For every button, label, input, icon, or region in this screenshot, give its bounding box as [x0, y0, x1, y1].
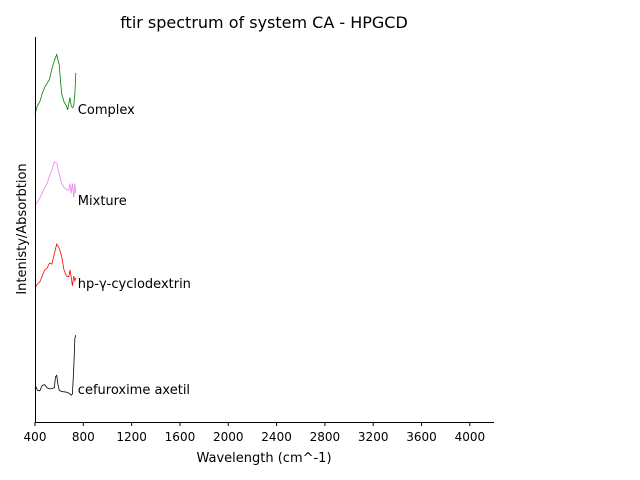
series-line-2	[34, 161, 77, 206]
x-axis-label: Wavelength (cm^-1)	[196, 451, 331, 466]
plot-area	[34, 53, 77, 396]
chart-title: ftir spectrum of system CA - HPGCD	[120, 13, 408, 32]
x-tick-label-9: 4000	[455, 430, 486, 444]
series-line-1	[34, 242, 77, 289]
x-tick-label-2: 1200	[116, 430, 147, 444]
x-tick-label-3: 1600	[165, 430, 196, 444]
series-label-1: hp-γ-cyclodextrin	[78, 277, 191, 292]
x-tick-label-7: 3200	[358, 430, 389, 444]
series-line-0	[34, 334, 77, 396]
x-tick-label-1: 800	[72, 430, 95, 444]
x-tick-label-0: 400	[24, 430, 47, 444]
series-label-3: Complex	[78, 103, 135, 118]
series-label-2: Mixture	[78, 194, 127, 209]
series-line-3	[34, 53, 77, 115]
series-label-0: cefuroxime axetil	[78, 383, 190, 398]
x-axis-ticks: 400 800 1200 1600 2000 2400 2800 3200 3600 4000	[24, 422, 486, 444]
x-tick-label-6: 2800	[310, 430, 341, 444]
y-axis-label: Intenisty/Absorbtion	[15, 163, 30, 294]
x-tick-label-4: 2000	[213, 430, 244, 444]
x-tick-label-8: 3600	[406, 430, 437, 444]
series-labels: cefuroxime axetil hp-γ-cyclodextrin Mixtur…	[78, 103, 191, 398]
x-tick-label-5: 2400	[261, 430, 292, 444]
